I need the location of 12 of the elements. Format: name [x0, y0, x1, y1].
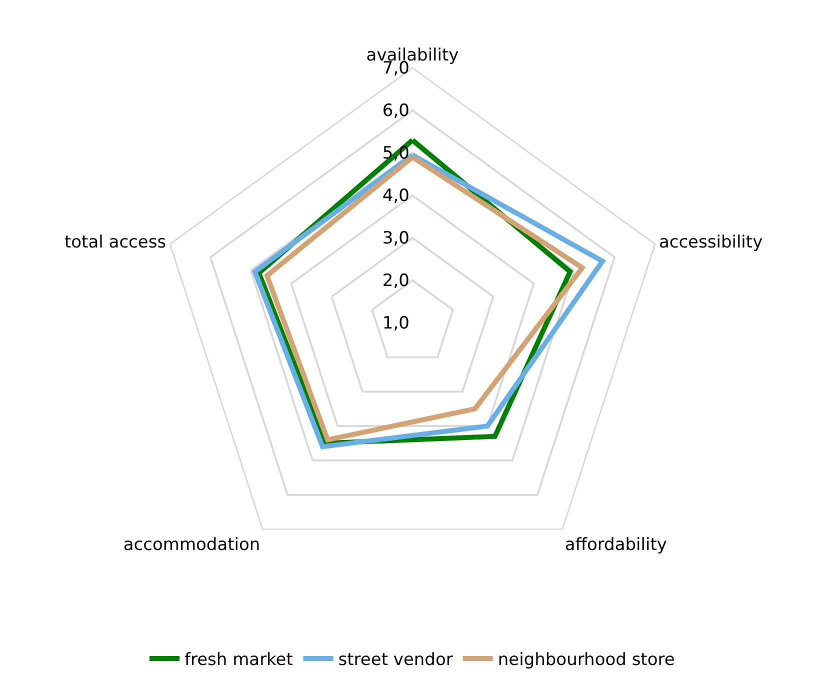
y-tick-label: 6,0 [382, 100, 410, 121]
y-tick-label: 4,0 [382, 186, 410, 206]
spoke-label: accommodation [123, 534, 260, 555]
y-tick-label: 3,0 [382, 228, 410, 248]
spoke-label: accessibility [658, 232, 763, 252]
legend-label: street vendor [338, 650, 453, 670]
spoke-label: total access [64, 232, 166, 252]
y-tick-label: 2,0 [382, 270, 410, 291]
spoke-label: affordability [564, 534, 667, 555]
legend-label: fresh market [184, 650, 294, 670]
legend-label: neighbourhood store [498, 650, 675, 670]
y-tick-label: 1,0 [382, 313, 410, 334]
